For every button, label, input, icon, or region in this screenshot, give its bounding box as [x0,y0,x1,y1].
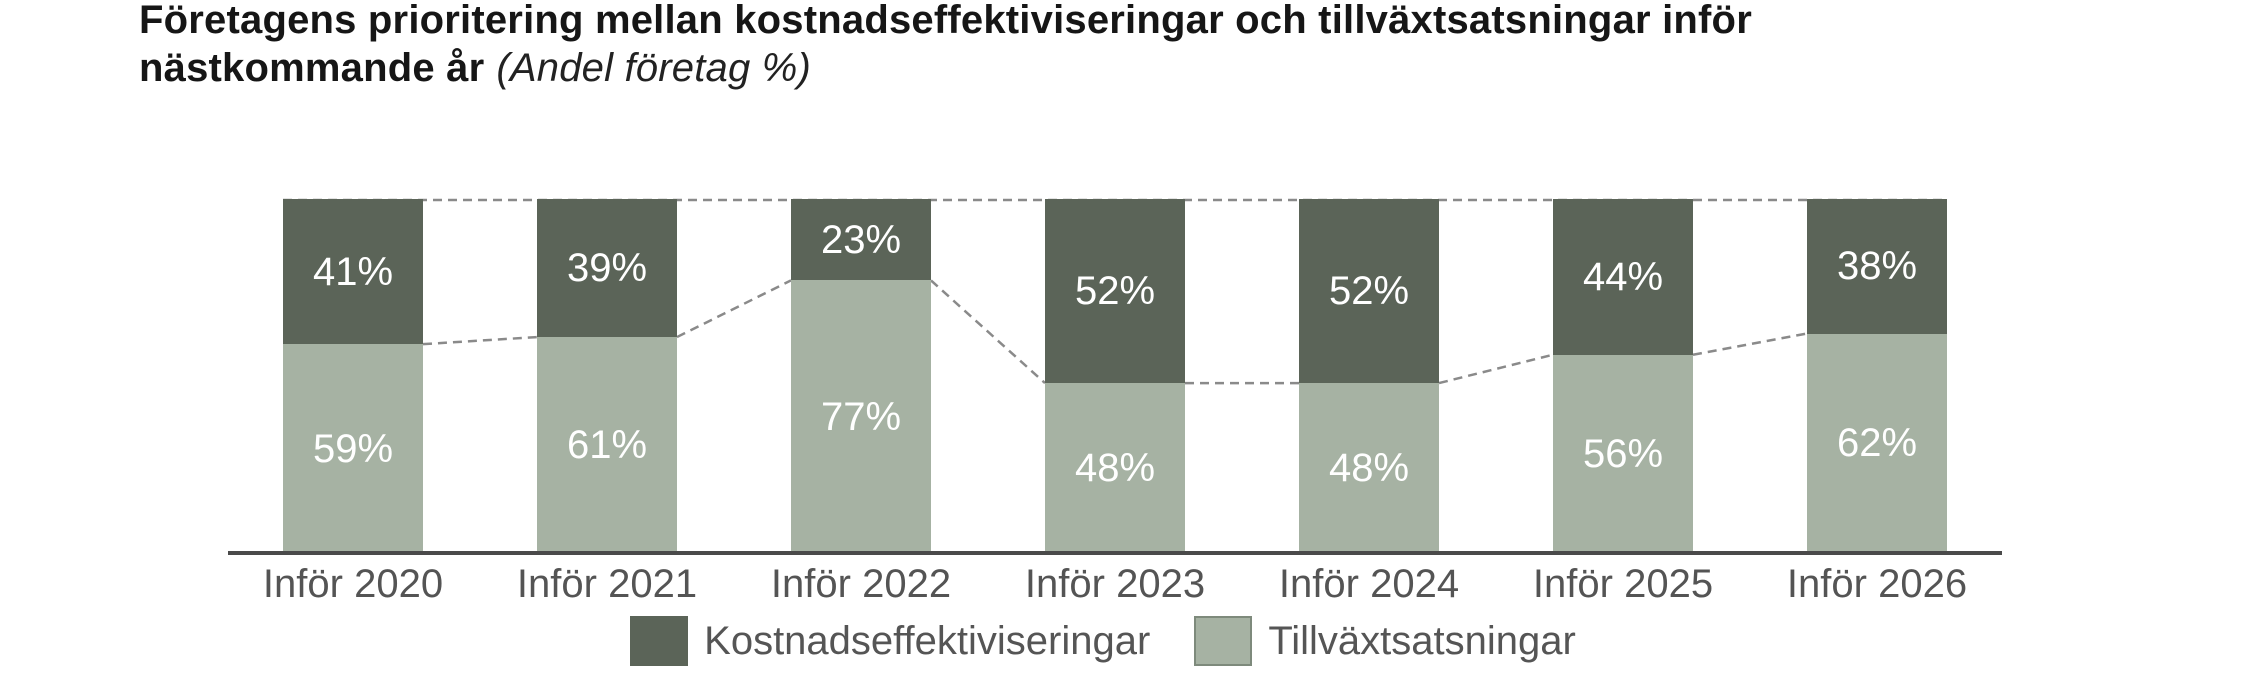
bar-segment-tillvaxtsatsningar-4: 48% [1299,383,1439,553]
boundary-dashed-connector [676,279,792,339]
bar-segment-kostnadseffektiviseringar-3: 52% [1045,199,1185,384]
segment-value-label: 38% [1836,244,1918,289]
bar-segment-kostnadseffektiviseringar-0: 41% [283,199,423,345]
legend-label-tillvaxtsatsningar: Tillväxtsatsningar [1268,618,1576,663]
legend: Kostnadseffektiviseringar Tillväxtsatsni… [0,616,2228,666]
bar-segment-tillvaxtsatsningar-0: 59% [283,344,423,553]
x-axis-label-3: Inför 2023 [1024,562,1206,606]
bar-segment-kostnadseffektiviseringar-4: 52% [1299,199,1439,384]
legend-label-kostnadseffektiviseringar: Kostnadseffektiviseringar [704,618,1151,663]
boundary-dashed-connector [1438,353,1554,385]
x-axis-label-2: Inför 2022 [770,562,952,606]
bar-segment-kostnadseffektiviseringar-6: 38% [1807,199,1947,334]
segment-value-label: 56% [1582,431,1664,476]
chart-title: Företagens prioritering mellan kostnadse… [139,0,1839,92]
x-axis-label-1: Inför 2021 [516,562,698,606]
bar-segment-kostnadseffektiviseringar-2: 23% [791,199,931,281]
segment-value-label: 41% [312,249,394,294]
chart-title-line1: Företagens prioritering mellan kostnadse… [139,0,1752,42]
segment-value-label: 48% [1328,446,1410,491]
segment-value-label: 61% [566,423,648,468]
boundary-dashed-connector [930,279,1046,385]
legend-item-tillvaxtsatsningar: Tillväxtsatsningar [1194,616,1576,666]
legend-item-kostnadseffektiviseringar: Kostnadseffektiviseringar [630,616,1150,666]
chart-title-line2-bold: nästkommande år [139,46,485,90]
bar-segment-tillvaxtsatsningar-2: 77% [791,280,931,553]
segment-value-label: 59% [312,426,394,471]
x-axis-label-0: Inför 2020 [262,562,444,606]
x-axis-label-5: Inför 2025 [1532,562,1714,606]
segment-value-label: 39% [566,246,648,291]
bar-segment-tillvaxtsatsningar-3: 48% [1045,383,1185,553]
bar-segment-kostnadseffektiviseringar-5: 44% [1553,199,1693,355]
segment-value-label: 52% [1328,269,1410,314]
bar-segment-tillvaxtsatsningar-5: 56% [1553,354,1693,553]
segment-value-label: 62% [1836,421,1918,466]
chart-title-line2: nästkommande år (Andel företag %) [139,44,1839,92]
chart-subtitle: (Andel företag %) [496,46,812,90]
segment-value-label: 44% [1582,254,1664,299]
segment-value-label: 52% [1074,269,1156,314]
boundary-dashed-connector [1692,332,1808,356]
segment-value-label: 77% [820,394,902,439]
segment-value-label: 48% [1074,446,1156,491]
x-axis-label-6: Inför 2026 [1786,562,1968,606]
legend-swatch-kostnadseffektiviseringar [630,616,689,666]
bar-segment-tillvaxtsatsningar-1: 61% [537,337,677,553]
x-axis-line [228,551,2002,555]
boundary-dashed-connector [422,335,538,346]
bar-segment-tillvaxtsatsningar-6: 62% [1807,333,1947,553]
legend-swatch-tillvaxtsatsningar [1194,616,1253,666]
segment-value-label: 23% [820,217,902,262]
bar-segment-kostnadseffektiviseringar-1: 39% [537,199,677,338]
x-axis-label-4: Inför 2024 [1278,562,1460,606]
